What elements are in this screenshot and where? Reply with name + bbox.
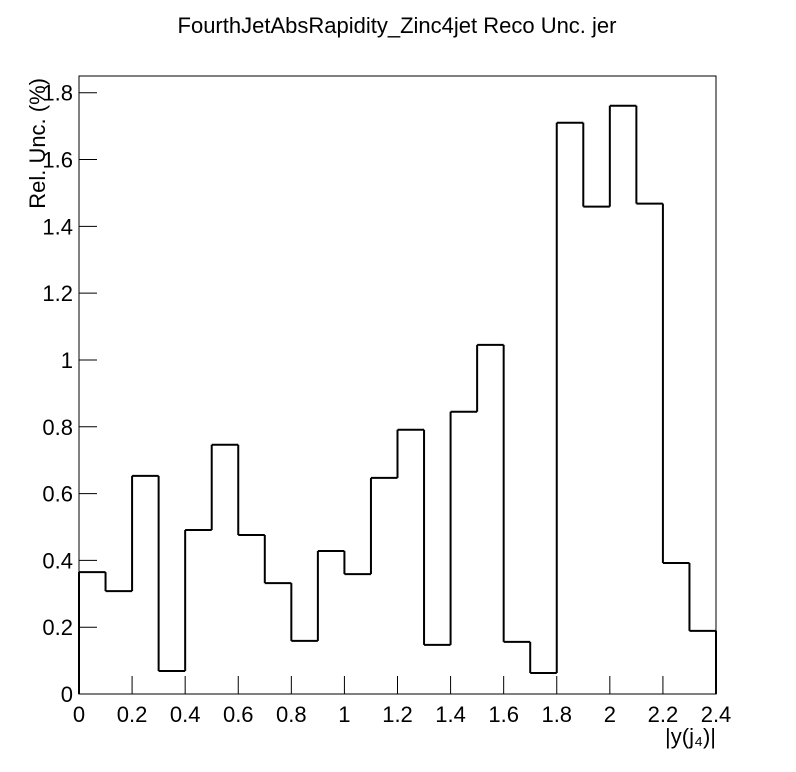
x-tick-label: 0.4 bbox=[170, 702, 201, 727]
y-tick-label: 0 bbox=[61, 682, 73, 707]
x-tick-label: 1 bbox=[338, 702, 350, 727]
y-tick-label: 1.6 bbox=[42, 148, 73, 173]
y-axis-label: Rel. Unc. (%) bbox=[25, 78, 50, 209]
x-tick-label: 0.2 bbox=[117, 702, 148, 727]
x-tick-label: 1.8 bbox=[541, 702, 572, 727]
chart-title: FourthJetAbsRapidity_Zinc4jet Reco Unc. … bbox=[178, 13, 617, 38]
y-tick-label: 1 bbox=[61, 348, 73, 373]
x-tick-label: 0 bbox=[73, 702, 85, 727]
y-tick-label: 0.2 bbox=[42, 615, 73, 640]
y-tick-label: 0.4 bbox=[42, 548, 73, 573]
x-tick-label: 2.2 bbox=[648, 702, 679, 727]
x-tick-label: 0.8 bbox=[276, 702, 307, 727]
y-tick-label: 0.6 bbox=[42, 482, 73, 507]
x-tick-label: 2 bbox=[604, 702, 616, 727]
y-tick-label: 0.8 bbox=[42, 415, 73, 440]
x-tick-label: 1.4 bbox=[435, 702, 466, 727]
x-axis-label: |y(j₄)| bbox=[665, 724, 716, 749]
x-tick-label: 1.2 bbox=[382, 702, 413, 727]
y-tick-label: 1.4 bbox=[42, 214, 73, 239]
y-tick-label: 1.8 bbox=[42, 81, 73, 106]
y-tick-label: 1.2 bbox=[42, 281, 73, 306]
x-tick-label: 0.6 bbox=[223, 702, 254, 727]
x-tick-label: 1.6 bbox=[488, 702, 519, 727]
x-tick-label: 2.4 bbox=[701, 702, 732, 727]
